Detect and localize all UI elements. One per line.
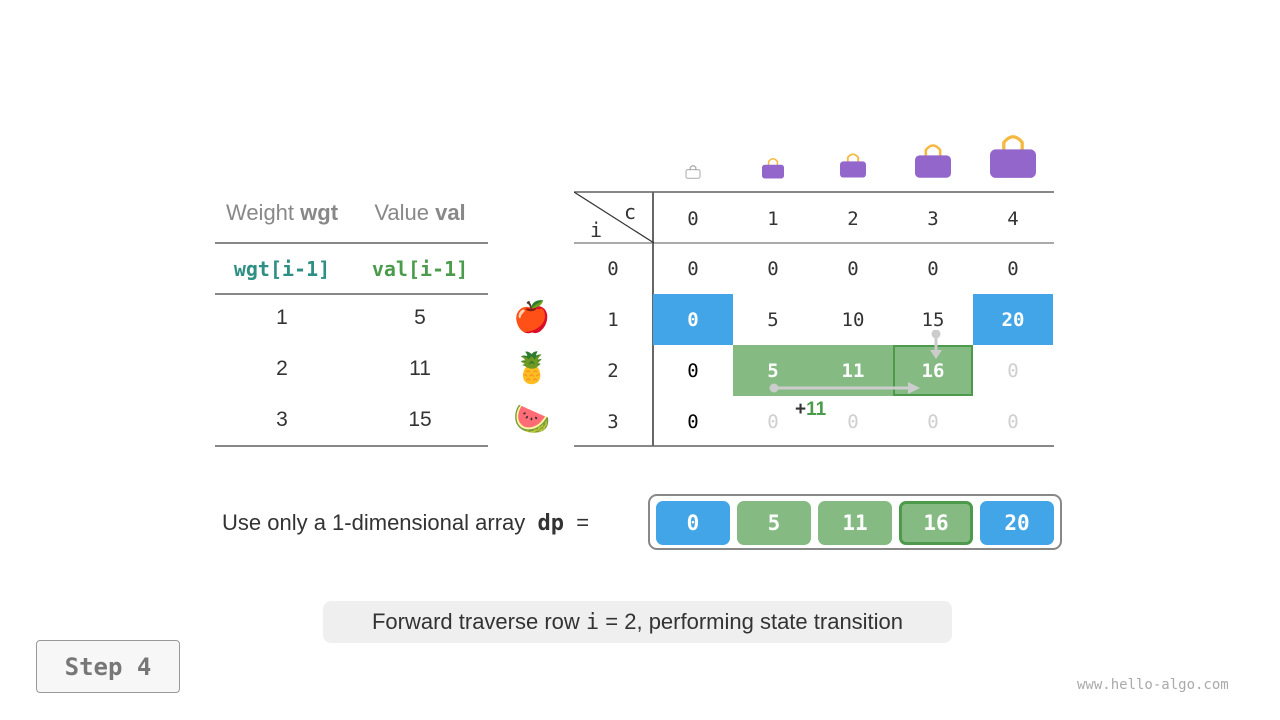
- capacity-header: 2: [847, 207, 859, 230]
- dp-array-label: Use only a 1-dimensional array dp =: [222, 510, 589, 536]
- plus-annotation: +11: [795, 399, 826, 421]
- dp-cell: 0: [927, 257, 939, 280]
- capacity-header: 1: [767, 207, 779, 230]
- row-index: 2: [607, 359, 619, 382]
- dp-array-cell: 0: [656, 501, 730, 545]
- corner-diagonal: [574, 192, 654, 244]
- dp-cell: 0: [767, 257, 779, 280]
- capacity-header: 4: [1007, 207, 1019, 230]
- val-cell: 5: [414, 306, 426, 329]
- value-header-text: Value: [374, 200, 436, 225]
- divider: [215, 445, 488, 447]
- corner-i: i: [590, 218, 603, 242]
- divider: [574, 242, 1054, 244]
- bag-icon: [990, 135, 1036, 178]
- dp-cell: 20: [973, 294, 1053, 345]
- apple-icon: 🍎: [513, 301, 551, 334]
- row-index: 3: [607, 410, 619, 433]
- dp-array: [648, 494, 1062, 550]
- bag-icon: [840, 153, 866, 178]
- weight-header-bold: wgt: [300, 200, 339, 225]
- dp-cell: 0: [1007, 410, 1019, 433]
- dp-cell: 0: [687, 410, 699, 433]
- dp-cell: 11: [813, 345, 893, 396]
- divider: [215, 242, 488, 244]
- dp-array-cell: 20: [980, 501, 1054, 545]
- pineapple-icon: 🍍: [513, 352, 551, 385]
- dp-array-cell: 16: [899, 501, 973, 545]
- dp-cell: 0: [687, 257, 699, 280]
- watermelon-icon: 🍉: [513, 403, 551, 436]
- val-subheader: val[i-1]: [371, 257, 469, 281]
- dp-equals: =: [576, 510, 590, 535]
- corner-c: c: [624, 200, 637, 224]
- row-index: 0: [607, 257, 619, 280]
- caption-text: Forward traverse row: [371, 609, 586, 634]
- bag-icon: [685, 164, 701, 179]
- capacity-header: 0: [687, 207, 699, 230]
- dp-array-cell: 5: [737, 501, 811, 545]
- plus-sign: +: [795, 399, 807, 420]
- dp-cell: 5: [733, 345, 813, 396]
- capacity-header: 3: [927, 207, 939, 230]
- bag-icon: [762, 157, 784, 178]
- dp-cell: 10: [841, 308, 865, 331]
- step-button[interactable]: Step 4: [36, 640, 180, 693]
- plus-value: 11: [806, 399, 827, 420]
- val-cell: 11: [409, 357, 431, 380]
- dp-label-text: Use only a 1-dimensional array: [222, 510, 526, 535]
- dp-cell: 0: [767, 410, 779, 433]
- dp-cell: 0: [653, 294, 733, 345]
- dp-cell: 15: [921, 308, 945, 331]
- dp-cell: 0: [1007, 359, 1019, 382]
- dp-cell: 0: [847, 410, 859, 433]
- divider: [574, 191, 1054, 193]
- row-index: 1: [607, 308, 619, 331]
- divider: [574, 445, 1054, 447]
- watermark: www.hello-algo.com: [1077, 677, 1229, 693]
- wgt-subheader: wgt[i-1]: [233, 257, 331, 281]
- value-header-bold: val: [435, 200, 466, 225]
- dp-cell: 0: [1007, 257, 1019, 280]
- weight-header-text: Weight: [225, 200, 301, 225]
- caption-code: i: [585, 609, 600, 635]
- caption: Forward traverse row i = 2, performing s…: [323, 601, 952, 643]
- wgt-cell: 2: [276, 357, 288, 380]
- dp-cell: 16: [893, 345, 973, 396]
- dp-cell: 0: [687, 359, 699, 382]
- weight-header: Weight wgt: [214, 200, 350, 226]
- value-header: Value val: [352, 200, 488, 226]
- wgt-cell: 1: [276, 306, 288, 329]
- wgt-cell: 3: [276, 408, 288, 431]
- dp-cell: 5: [767, 308, 779, 331]
- dp-cell: 0: [847, 257, 859, 280]
- dp-name: dp: [537, 511, 565, 536]
- val-cell: 15: [408, 408, 432, 431]
- dp-cell: 0: [927, 410, 939, 433]
- caption-text-end: = 2, performing state transition: [599, 609, 904, 634]
- divider: [215, 293, 488, 295]
- dp-array-cell: 11: [818, 501, 892, 545]
- bag-icon: [915, 144, 951, 178]
